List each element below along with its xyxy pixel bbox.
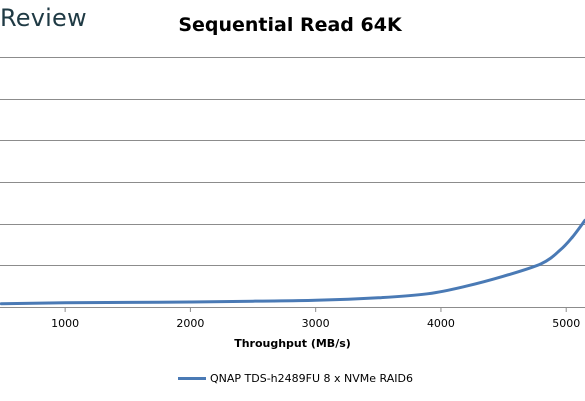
gridlines	[0, 57, 585, 266]
legend: QNAP TDS-h2489FU 8 x NVMe RAID6	[178, 372, 413, 385]
x-tick-label: 4000	[427, 317, 455, 330]
x-tick-label: 5000	[552, 317, 580, 330]
series-line	[0, 218, 585, 306]
x-tick-label: 3000	[302, 317, 330, 330]
brand-logo-text: Review	[0, 4, 87, 32]
x-tick-labels: 1000 2000 3000 4000 5000	[51, 307, 580, 330]
x-axis-title: Throughput (MB/s)	[234, 337, 351, 350]
series-layer	[0, 218, 585, 306]
x-tick-label: 1000	[51, 317, 79, 330]
chart-title: Sequential Read 64K	[178, 14, 402, 36]
legend-swatch	[178, 377, 206, 380]
legend-label: QNAP TDS-h2489FU 8 x NVMe RAID6	[210, 372, 413, 385]
x-tick-label: 2000	[176, 317, 204, 330]
